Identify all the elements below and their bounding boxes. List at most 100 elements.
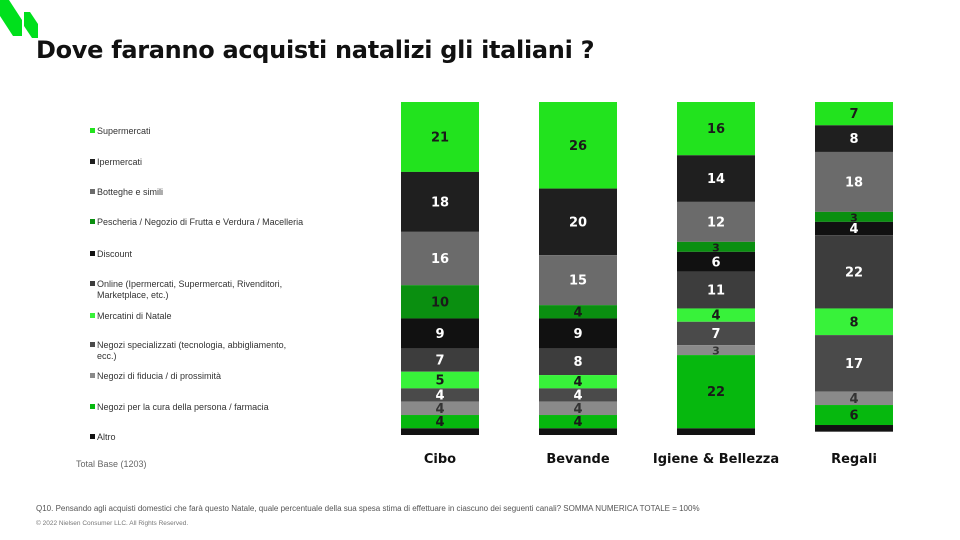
legend-swatch [90,219,95,224]
bar-segment [401,285,479,319]
bar-segment [401,102,479,172]
bar-segment [815,391,893,406]
legend-label: Botteghe e simili [97,187,164,197]
bar-segment [539,188,617,256]
bar-segment [815,211,893,222]
legend-item: Negozi di fiducia / di prossimità [90,371,305,382]
data-label: 21 [431,130,449,145]
bar-segment [401,415,479,429]
data-label: 7 [435,354,444,369]
data-label: 16 [707,122,725,137]
data-label: 17 [845,357,863,372]
data-label: 26 [569,139,587,154]
legend-swatch [90,128,95,133]
stacked-bar-chart: 21181610975444Cibo2620154984444Bevande16… [401,102,893,467]
data-label: 5 [435,374,444,389]
legend-swatch [90,404,95,409]
data-label: 11 [707,284,725,299]
bar-segment [401,401,479,416]
bar-segment [677,102,755,156]
legend-label: Ipermercati [97,157,143,167]
data-label: 4 [435,415,444,430]
legend-item: Ipermercati [90,157,305,168]
bar-segment [539,318,617,349]
legend-item: Botteghe e simili [90,187,305,198]
data-label: 4 [435,402,444,417]
bar-segment [401,428,479,435]
data-label: 16 [431,252,449,267]
legend-swatch [90,373,95,378]
legend-label: Negozi specializzati (tecnologia, abbigl… [97,340,287,361]
legend-swatch [90,189,95,194]
bar-segment [815,335,893,392]
bar-segment [539,375,617,389]
legend-label: Discount [97,249,133,259]
data-label: 14 [707,172,725,187]
legend-swatch [90,313,95,318]
data-label: 8 [573,355,582,370]
category-label: Cibo [424,452,456,467]
legend-swatch [90,281,95,286]
legend-item: Supermercati [90,126,305,137]
data-label: 4 [849,222,858,237]
legend-item: Negozi specializzati (tecnologia, abbigl… [90,340,305,362]
data-label: 3 [712,345,720,358]
total-base-note: Total Base (1203) [76,459,147,469]
bar-segment [815,102,893,126]
bar-segment [815,125,893,152]
brand-logo-icon [0,0,38,38]
bar-segment [539,255,617,306]
data-label: 22 [707,385,725,400]
bar-segment [539,305,617,319]
data-label: 10 [431,295,449,310]
bar-segment [539,388,617,402]
data-label: 7 [711,327,720,342]
bar-segment [677,251,755,272]
legend-label: Mercatini di Natale [97,311,172,321]
bar-segment [815,425,893,432]
data-label: 7 [849,107,858,122]
data-label: 4 [849,392,858,407]
data-label: 6 [711,255,720,270]
legend-label: Negozi per la cura della persona / farma… [97,402,269,412]
bar-segment [539,348,617,376]
bar-segment [677,241,755,252]
legend-swatch [90,159,95,164]
bar-segment [401,231,479,286]
category-label: Igiene & Bellezza [653,452,779,467]
legend-swatch [90,434,95,439]
data-label: 4 [573,389,582,404]
data-label: 4 [573,375,582,390]
legend-item: Mercatini di Natale [90,311,305,322]
data-label: 8 [849,132,858,147]
data-label: 4 [573,305,582,320]
legend-item: Pescheria / Negozio di Frutta e Verdura … [90,217,305,228]
legend-item: Negozi per la cura della persona / farma… [90,402,305,413]
question-footnote: Q10. Pensando agli acquisti domestici ch… [36,504,700,513]
bar-segment [677,345,755,356]
data-label: 9 [435,327,444,342]
bar-segment [677,321,755,346]
data-label: 12 [707,215,725,230]
bar-segment [815,235,893,309]
data-label: 3 [850,211,858,224]
bar-segment [677,308,755,322]
legend-swatch [90,342,95,347]
bar-segment [401,171,479,232]
bar-segment [815,221,893,236]
bar-segment [401,318,479,349]
bar-segment [677,201,755,242]
data-label: 4 [573,402,582,417]
bar-segment [401,371,479,389]
bar-segment [815,308,893,336]
bar-segment [539,102,617,189]
data-label: 4 [435,389,444,404]
category-label: Bevande [546,452,610,467]
data-label: 18 [431,195,449,210]
legend-label: Negozi di fiducia / di prossimità [97,371,222,381]
legend-item: Online (Ipermercati, Supermercati, Riven… [90,279,305,301]
bar-segment [815,151,893,212]
legend-label: Altro [97,432,116,442]
data-label: 15 [569,274,587,289]
data-label: 20 [569,215,587,230]
